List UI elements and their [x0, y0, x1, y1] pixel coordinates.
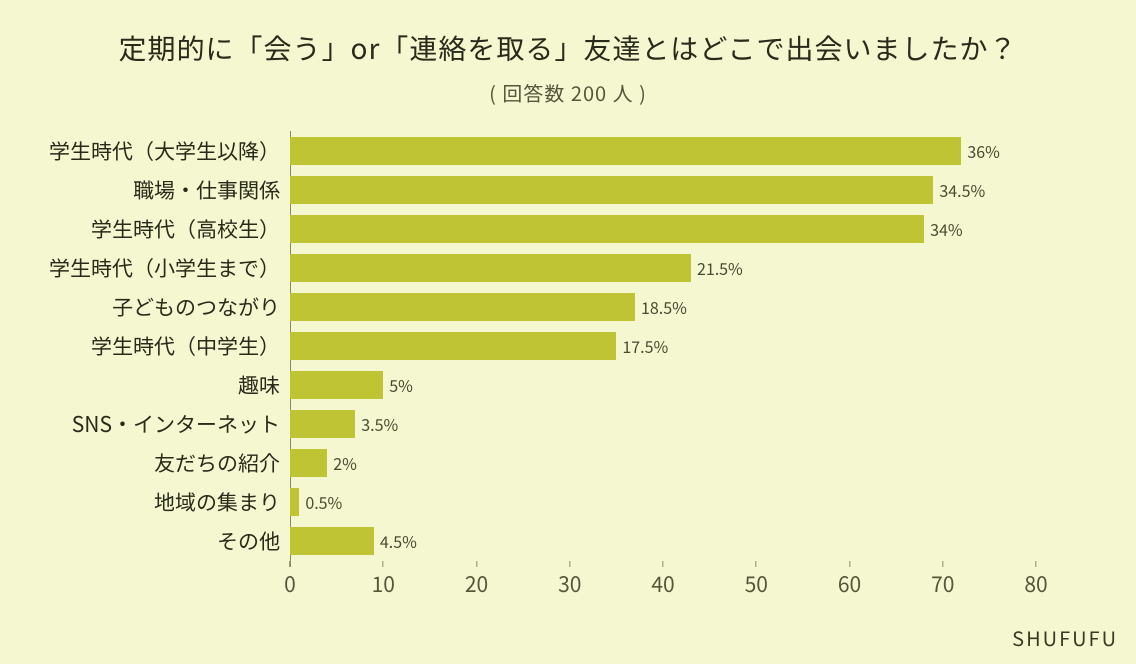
bar-value: 34.5%	[939, 178, 985, 202]
x-axis-tick: 80	[1024, 561, 1047, 599]
x-axis-tick-mark	[383, 561, 384, 567]
bar	[290, 488, 299, 516]
bar-label: 子どものつながり	[112, 292, 290, 322]
x-axis-tick-label: 10	[372, 569, 395, 599]
bar-value: 2%	[333, 451, 357, 475]
bar-row: 学生時代（大学生以降）36%	[290, 133, 1036, 169]
bar	[290, 293, 635, 321]
plot-area: 学生時代（大学生以降）36%職場・仕事関係34.5%学生時代（高校生）34%学生…	[290, 131, 1036, 601]
bar-label: その他	[217, 526, 290, 556]
bar-value: 17.5%	[622, 334, 668, 358]
x-axis-tick: 40	[651, 561, 674, 599]
bar-row: 友だちの紹介2%	[290, 445, 1036, 481]
x-axis-tick-mark	[849, 561, 850, 567]
x-axis-tick: 20	[465, 561, 488, 599]
x-axis-tick: 0	[284, 561, 296, 599]
bar	[290, 176, 933, 204]
bar-label: SNS・インターネット	[72, 409, 290, 439]
bar-label: 学生時代（中学生）	[91, 331, 290, 361]
bar-row: 地域の集まり0.5%	[290, 484, 1036, 520]
bar-value: 36%	[967, 139, 1000, 163]
bar	[290, 332, 616, 360]
bar	[290, 371, 383, 399]
x-axis-tick: 70	[931, 561, 954, 599]
x-axis-tick-mark	[1036, 561, 1037, 567]
bar-label: 趣味	[238, 370, 290, 400]
x-axis-tick-label: 20	[465, 569, 488, 599]
bar	[290, 410, 355, 438]
bar-value: 5%	[389, 373, 413, 397]
x-axis-tick-label: 0	[284, 569, 296, 599]
x-axis-tick: 30	[558, 561, 581, 599]
x-axis-tick-label: 30	[558, 569, 581, 599]
x-axis-tick: 50	[745, 561, 768, 599]
x-axis-tick-label: 40	[651, 569, 674, 599]
x-axis-tick-mark	[756, 561, 757, 567]
chart-container: 定期的に「会う」or「連絡を取る」友達とはどこで出会いましたか？ ( 回答数 2…	[0, 0, 1136, 664]
bar-label: 地域の集まり	[154, 487, 290, 517]
x-axis-tick-label: 80	[1024, 569, 1047, 599]
x-axis-tick: 10	[372, 561, 395, 599]
x-axis-tick-mark	[569, 561, 570, 567]
bar-row: SNS・インターネット3.5%	[290, 406, 1036, 442]
bar-label: 友だちの紹介	[154, 448, 290, 478]
bar-value: 21.5%	[697, 256, 743, 280]
bar-row: その他4.5%	[290, 523, 1036, 559]
bar	[290, 137, 961, 165]
watermark: SHUFUFU	[1012, 623, 1118, 652]
x-axis-tick-mark	[476, 561, 477, 567]
bar-row: 学生時代（高校生）34%	[290, 211, 1036, 247]
x-axis: 01020304050607080	[290, 561, 1036, 601]
bar-label: 学生時代（大学生以降）	[49, 136, 290, 166]
bar-row: 職場・仕事関係34.5%	[290, 172, 1036, 208]
bars-group: 学生時代（大学生以降）36%職場・仕事関係34.5%学生時代（高校生）34%学生…	[290, 131, 1036, 561]
bar	[290, 254, 691, 282]
x-axis-tick-mark	[663, 561, 664, 567]
x-axis-tick-label: 50	[745, 569, 768, 599]
x-axis-tick-label: 60	[838, 569, 861, 599]
x-axis-tick-mark	[942, 561, 943, 567]
bar	[290, 449, 327, 477]
bar-row: 子どものつながり18.5%	[290, 289, 1036, 325]
bar-label: 学生時代（小学生まで）	[49, 253, 290, 283]
bar-label: 職場・仕事関係	[133, 175, 290, 205]
bar-value: 0.5%	[305, 490, 342, 514]
x-axis-tick: 60	[838, 561, 861, 599]
x-axis-tick-label: 70	[931, 569, 954, 599]
bar-value: 18.5%	[641, 295, 687, 319]
bar-value: 3.5%	[361, 412, 398, 436]
bar	[290, 215, 924, 243]
chart-title: 定期的に「会う」or「連絡を取る」友達とはどこで出会いましたか？	[40, 28, 1096, 68]
bar-row: 学生時代（中学生）17.5%	[290, 328, 1036, 364]
bar-row: 学生時代（小学生まで）21.5%	[290, 250, 1036, 286]
bar-row: 趣味5%	[290, 367, 1036, 403]
bar-value: 4.5%	[380, 529, 417, 553]
bar-value: 34%	[930, 217, 963, 241]
bar-label: 学生時代（高校生）	[91, 214, 290, 244]
chart-subtitle: ( 回答数 200 人 )	[40, 78, 1096, 107]
x-axis-tick-mark	[290, 561, 291, 567]
bar	[290, 527, 374, 555]
